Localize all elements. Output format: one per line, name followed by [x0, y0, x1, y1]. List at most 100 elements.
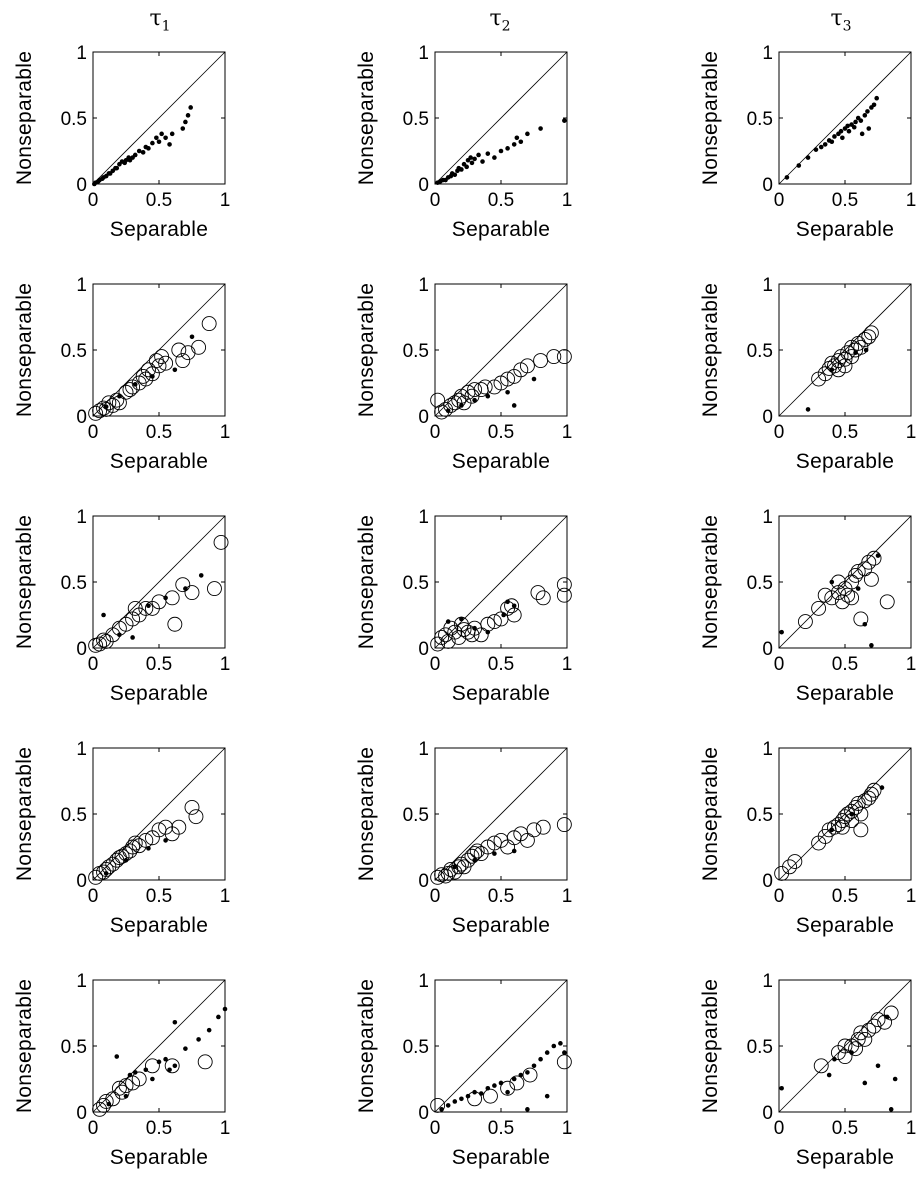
y-tick-label: 0 — [418, 1103, 429, 1124]
dot-point — [445, 408, 451, 414]
open-circle-point — [811, 600, 827, 616]
dot-point — [531, 1063, 537, 1069]
y-tick-label: 1 — [418, 971, 429, 992]
dot-point — [518, 139, 524, 145]
y-tick-label: 1 — [76, 507, 87, 528]
dot-point — [439, 1107, 444, 1112]
y-tick-label: 1 — [76, 739, 87, 760]
y-tick-label: 1 — [762, 971, 773, 992]
column-title-tau-2: τ2 — [480, 6, 520, 34]
open-circle-point — [118, 1078, 134, 1094]
open-circle-point — [122, 843, 138, 859]
column-title-symbol: τ — [489, 6, 502, 31]
x-axis-label: Separable — [110, 914, 208, 937]
x-tick-label: 0.5 — [488, 422, 514, 443]
dot-point — [558, 1041, 563, 1046]
y-axis-label: Nonseparable — [13, 747, 36, 881]
identity-line — [434, 979, 568, 1113]
x-tick-label: 0 — [430, 654, 441, 675]
dot-point — [845, 123, 850, 129]
open-circle-point — [787, 854, 803, 869]
column-title-subscript: 1 — [161, 18, 171, 35]
dot-point — [874, 95, 879, 101]
dot-point — [865, 109, 870, 114]
open-circle-point — [464, 848, 480, 864]
open-circle-point — [464, 627, 480, 643]
dot-point — [525, 131, 530, 137]
open-circle-point — [213, 534, 229, 550]
x-tick-label: 1 — [562, 422, 573, 443]
dot-point — [154, 135, 159, 141]
identity-line — [434, 515, 568, 649]
open-circle-point — [530, 585, 546, 601]
open-circle-point — [144, 1058, 160, 1074]
dot-point — [511, 603, 517, 609]
dot-point — [492, 1083, 497, 1088]
y-axis-label: Nonseparable — [355, 283, 378, 417]
dot-point — [114, 165, 120, 171]
dot-point — [869, 643, 874, 648]
y-axis-label: Nonseparable — [699, 283, 722, 417]
x-tick-label: 1 — [220, 886, 231, 907]
dot-point — [779, 1085, 784, 1091]
dot-point — [445, 1103, 451, 1108]
open-circle-point — [138, 832, 154, 848]
open-circle-point — [164, 1058, 180, 1074]
x-axis-label: Separable — [452, 914, 550, 937]
y-tick-label: 0.5 — [61, 341, 87, 362]
open-circle-point — [184, 585, 200, 601]
dot-point — [468, 155, 473, 160]
x-tick-label: 1 — [906, 654, 917, 675]
open-circle-point — [430, 1097, 446, 1113]
dot-point — [796, 163, 802, 168]
dot-point — [172, 1019, 178, 1025]
dot-point — [476, 152, 481, 158]
dot-point — [114, 1054, 120, 1059]
x-axis-label: Separable — [110, 218, 208, 241]
open-circle-point — [88, 869, 104, 885]
dot-point — [163, 1056, 168, 1062]
x-tick-label: 0.5 — [146, 190, 172, 211]
y-tick-label: 0 — [76, 639, 87, 660]
dot-point — [551, 1043, 557, 1049]
open-circle-point — [866, 782, 882, 798]
y-axis-label: Nonseparable — [699, 979, 722, 1113]
dot-point — [445, 619, 451, 624]
x-tick-label: 1 — [562, 654, 573, 675]
dot-point — [169, 131, 175, 137]
dot-point — [452, 1099, 458, 1104]
open-circle-point — [857, 1031, 873, 1047]
x-tick-label: 0 — [430, 422, 441, 443]
x-tick-label: 0 — [88, 190, 99, 211]
dot-point — [846, 128, 852, 134]
dot-point — [853, 119, 858, 125]
open-circle-point — [850, 1031, 866, 1047]
scatter-panel-r4-c1: 00 0.5 0.5 1 1 Separable Nonseparable — [13, 739, 230, 937]
dot-point — [538, 1056, 543, 1062]
dot-point — [472, 397, 477, 403]
dot-point — [492, 851, 497, 856]
scatter-panel-r1-c3: 00 0.5 0.5 1 1 Separable Nonseparable — [699, 43, 916, 241]
dot-point — [514, 135, 520, 141]
y-tick-label: 0 — [76, 407, 87, 428]
open-circle-point — [861, 790, 877, 806]
dot-point — [863, 347, 869, 353]
y-tick-label: 0 — [762, 1103, 773, 1124]
open-circle-point — [158, 355, 174, 371]
y-tick-label: 0.5 — [747, 109, 773, 130]
open-circle-point — [456, 622, 472, 637]
open-circle-point — [861, 554, 877, 570]
dot-point — [884, 1014, 890, 1020]
dot-point — [472, 1089, 477, 1095]
open-circle-point — [848, 1041, 864, 1057]
y-tick-label: 0.5 — [403, 805, 429, 826]
open-circle-point — [526, 822, 542, 838]
scatter-panel-r1-c1: 00 0.5 0.5 1 1 Separable Nonseparable — [13, 43, 230, 241]
y-tick-label: 0 — [762, 871, 773, 892]
dot-point — [183, 1046, 188, 1051]
identity-line — [92, 515, 226, 649]
dot-point — [143, 1067, 149, 1073]
y-axis-label: Nonseparable — [355, 979, 378, 1113]
